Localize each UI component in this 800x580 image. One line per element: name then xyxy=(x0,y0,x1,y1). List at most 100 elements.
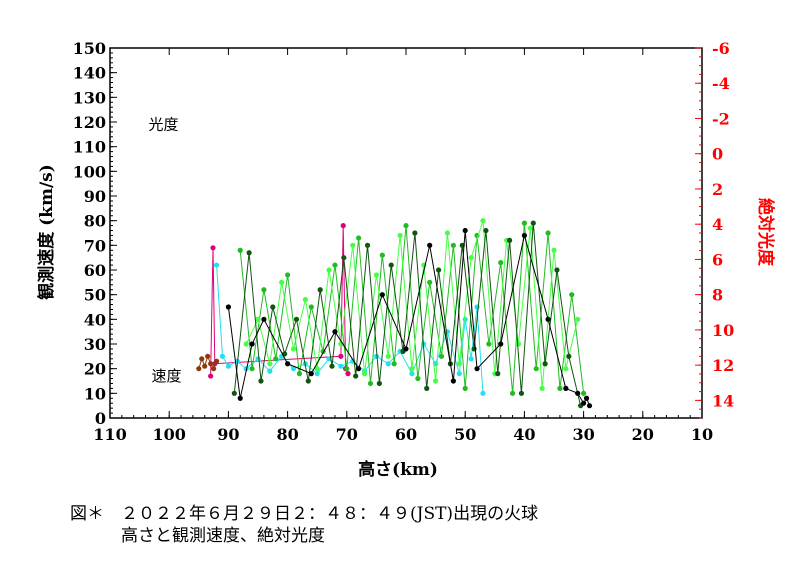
series-layer xyxy=(196,218,593,409)
data-point-light_green xyxy=(539,385,545,391)
data-point-dark_green xyxy=(424,385,430,391)
x-tick-label: 100 xyxy=(152,425,185,444)
data-point-dark_green xyxy=(435,267,442,273)
y2-tick-label: 2 xyxy=(712,180,723,199)
data-point-green xyxy=(344,366,350,372)
annotation-luminosity: 光度 xyxy=(148,115,178,133)
data-point-light_green xyxy=(563,366,569,372)
data-point-light_green xyxy=(527,225,533,231)
data-point-magenta xyxy=(345,371,351,377)
data-point-black xyxy=(586,403,593,409)
data-point-brown xyxy=(199,356,205,362)
data-point-cyan xyxy=(314,371,320,377)
data-point-green xyxy=(379,252,385,258)
data-point-black xyxy=(498,341,504,347)
data-point-cyan xyxy=(373,353,379,359)
data-point-dark_green xyxy=(258,378,264,384)
data-point-brown xyxy=(196,366,202,372)
y-tick-label: 150 xyxy=(73,39,106,58)
y2-tick-label: 14 xyxy=(712,391,734,410)
data-point-black xyxy=(521,232,528,239)
x-tick-label: 90 xyxy=(217,425,239,444)
x-tick-label: 40 xyxy=(513,425,535,444)
x-axis-title: 高さ(km) xyxy=(358,459,438,480)
data-point-black xyxy=(545,316,551,322)
data-point-cyan xyxy=(385,361,391,367)
data-point-green xyxy=(356,235,362,241)
y2-tick-label: -2 xyxy=(712,109,730,128)
y-tick-label: 120 xyxy=(73,113,106,132)
y2-tick-label: -4 xyxy=(712,74,730,93)
data-point-cyan xyxy=(468,356,474,362)
y-tick-label: 60 xyxy=(84,261,106,280)
data-point-cyan xyxy=(480,390,486,396)
data-point-dark_green xyxy=(483,227,489,234)
y2-tick-label: 12 xyxy=(712,356,734,375)
data-point-black xyxy=(356,366,362,372)
data-point-green xyxy=(273,356,279,362)
data-point-green xyxy=(462,385,468,391)
data-point-green xyxy=(581,390,587,396)
y2-tick-label: 6 xyxy=(712,250,723,269)
y-tick-label: 90 xyxy=(84,187,106,206)
data-point-green xyxy=(427,279,433,285)
data-point-black xyxy=(575,390,581,396)
data-point-light_green xyxy=(433,378,439,384)
data-point-black xyxy=(583,395,590,401)
data-point-green xyxy=(367,380,374,387)
data-point-magenta xyxy=(338,353,344,359)
data-point-light_green xyxy=(326,267,332,273)
data-point-black xyxy=(225,304,231,310)
data-point-cyan xyxy=(462,316,468,322)
data-point-dark_green xyxy=(305,378,311,384)
data-point-light_green xyxy=(480,218,486,224)
y2-tick-label: 4 xyxy=(712,215,723,234)
y-tick-label: 130 xyxy=(73,88,106,107)
y2-tick-label: 0 xyxy=(712,145,723,164)
data-point-light_green xyxy=(397,232,403,239)
y-tick-label: 80 xyxy=(84,212,106,231)
data-point-green xyxy=(569,292,575,298)
data-point-light_green xyxy=(314,366,320,372)
data-point-cyan xyxy=(338,363,344,369)
data-point-black xyxy=(563,385,569,391)
data-point-light_green xyxy=(468,255,474,261)
y2-axis-title: 絶対光度 xyxy=(755,198,776,267)
data-point-light_green xyxy=(267,361,273,367)
data-point-light_green xyxy=(456,361,462,367)
data-point-cyan xyxy=(409,371,415,377)
data-point-light_green xyxy=(255,316,261,322)
data-point-dark_green xyxy=(554,267,560,273)
data-point-light_green xyxy=(290,346,297,352)
data-point-dark_green xyxy=(270,304,276,310)
data-point-black xyxy=(581,400,587,406)
caption-line-1: 図＊ ２０２２年６月２９日２：４８：４９(JST)出現の火球 xyxy=(70,504,539,524)
data-point-cyan xyxy=(267,368,273,374)
data-point-black xyxy=(249,341,255,347)
data-point-light_green xyxy=(243,341,249,347)
y-tick-label: 140 xyxy=(73,64,106,83)
data-point-green xyxy=(391,361,397,367)
data-point-black xyxy=(403,346,409,352)
data-point-green xyxy=(403,223,409,229)
y-tick-label: 40 xyxy=(84,310,106,329)
y-tick-label: 0 xyxy=(95,409,106,428)
data-point-light_green xyxy=(409,366,415,372)
data-point-green xyxy=(249,366,255,372)
data-point-green xyxy=(509,390,516,396)
y-tick-label: 50 xyxy=(84,286,106,305)
data-point-black xyxy=(237,395,243,401)
data-point-green xyxy=(332,262,338,268)
data-point-green xyxy=(521,220,528,226)
data-point-light_green xyxy=(444,230,451,236)
data-point-dark_green xyxy=(293,316,300,322)
data-point-green xyxy=(285,272,291,278)
data-point-cyan xyxy=(225,363,231,369)
caption-line-2: 高さと観測速度、絶対光度 xyxy=(70,526,325,546)
series-line-green xyxy=(239,223,585,394)
data-point-brown xyxy=(213,358,220,364)
x-tick-label: 110 xyxy=(93,425,126,444)
data-point-green xyxy=(261,287,267,293)
y-tick-label: 100 xyxy=(73,162,106,181)
data-point-green xyxy=(415,375,421,382)
